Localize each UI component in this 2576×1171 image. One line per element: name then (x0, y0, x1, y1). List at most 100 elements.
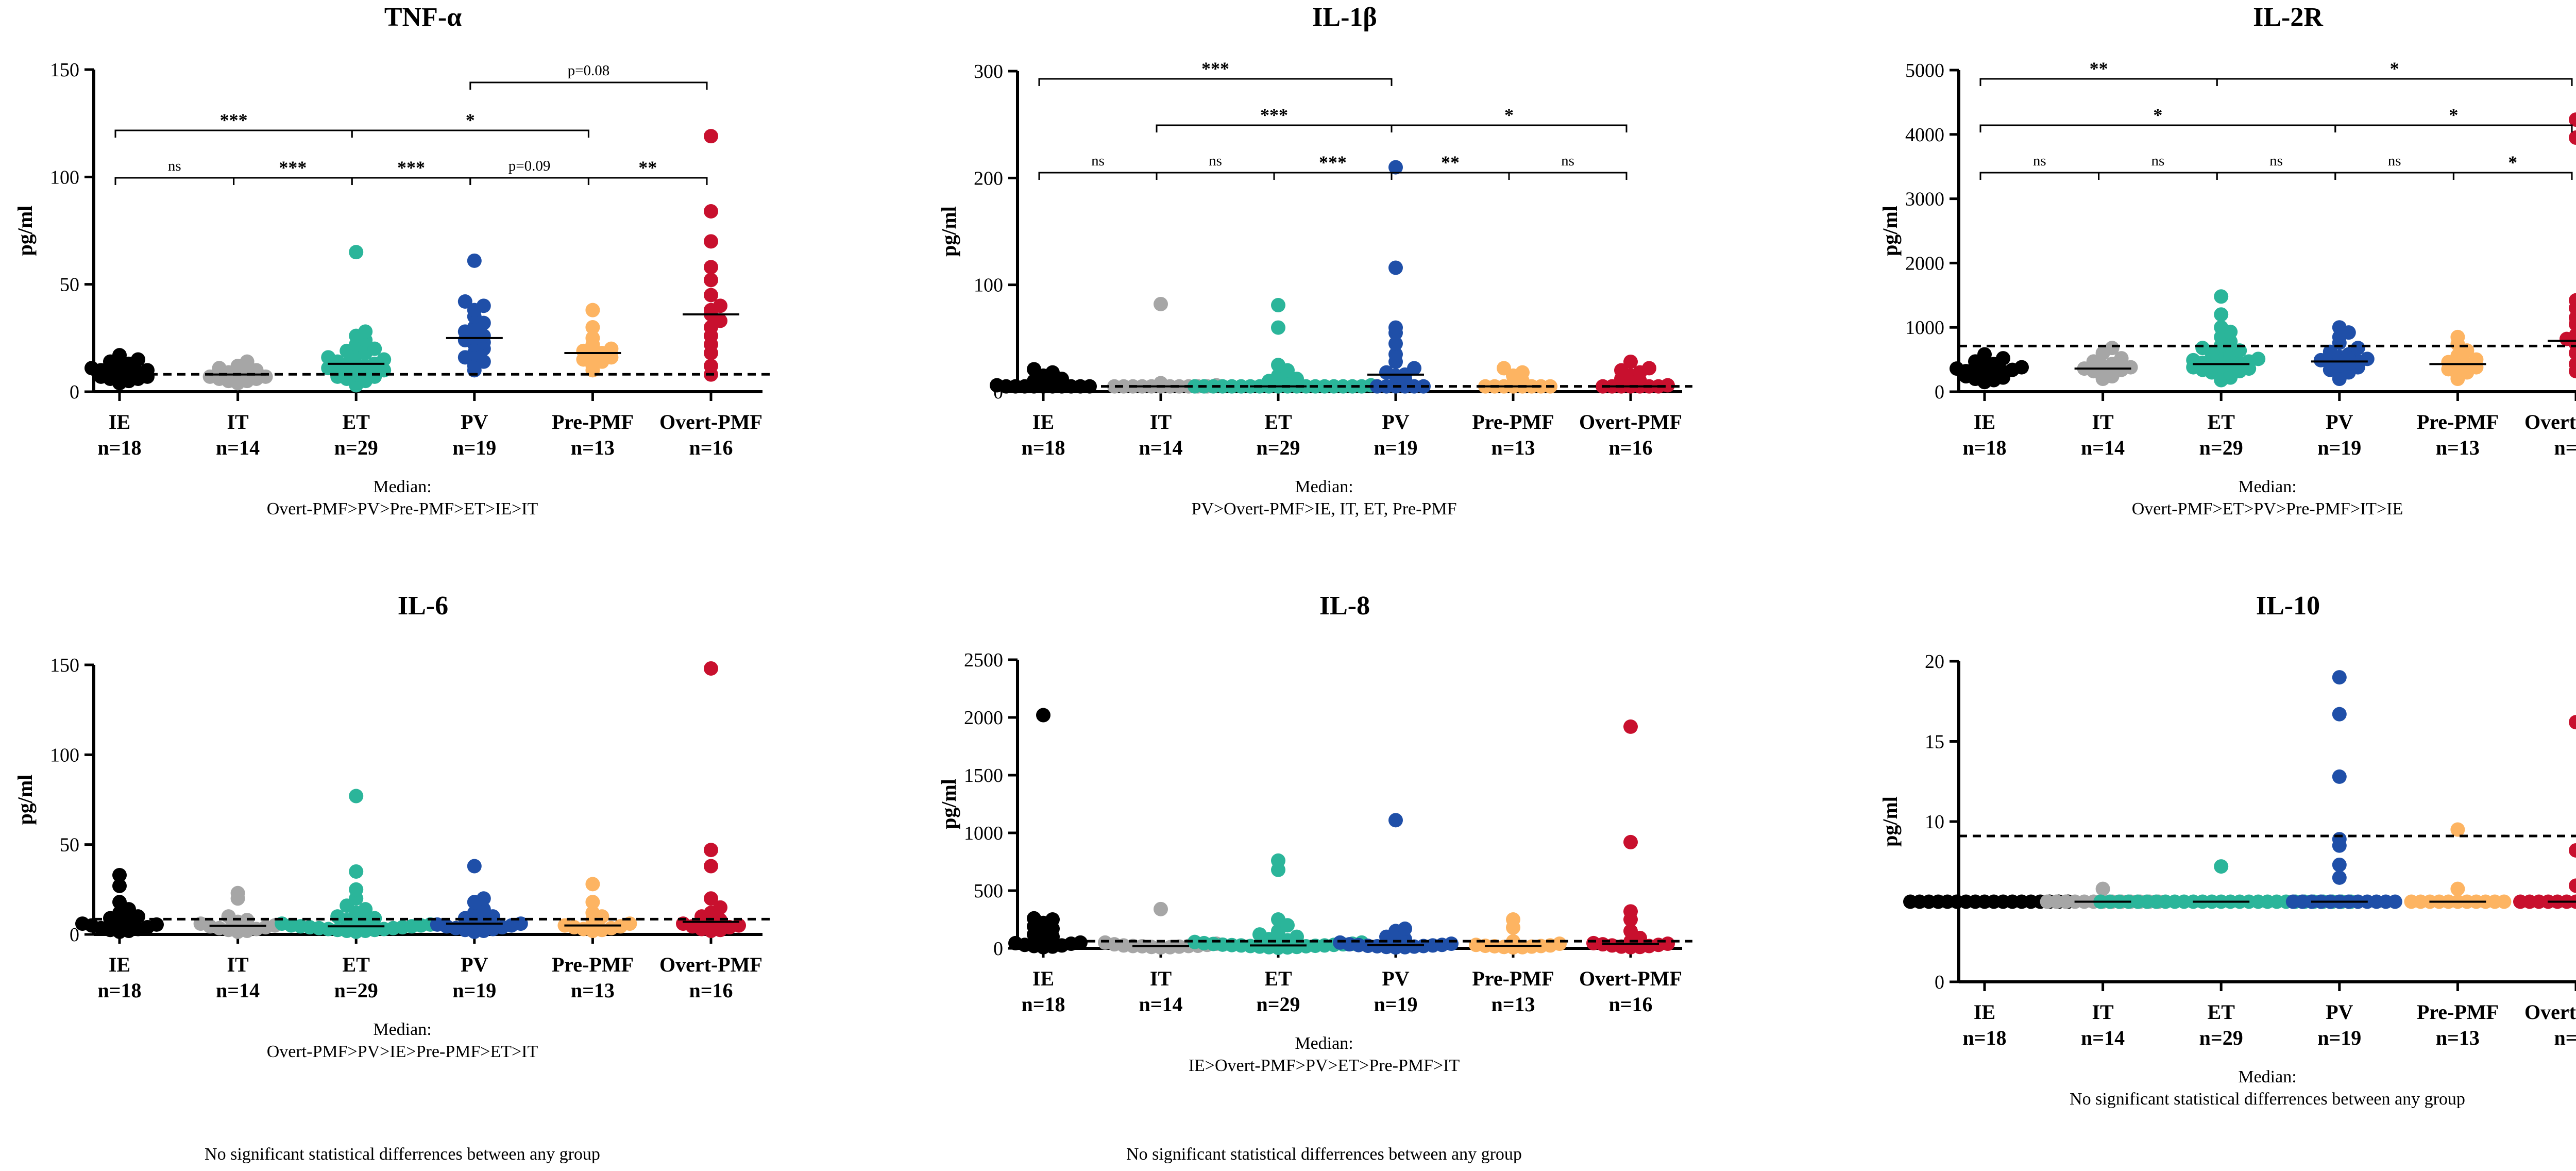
significance-bracket (587, 177, 708, 185)
data-point-pv (467, 253, 482, 268)
group-label: IE (1032, 410, 1054, 433)
data-point-et (1252, 927, 1267, 942)
significance-bracket (2216, 78, 2573, 86)
group-label: IE (1032, 967, 1054, 990)
group-n-label: n=13 (571, 979, 615, 1002)
data-point-pre-pmf (585, 906, 600, 921)
data-point-overt-pmf (2569, 293, 2576, 308)
y-tick-label: 0 (1935, 381, 1944, 403)
y-tick-label: 2000 (1905, 253, 1944, 274)
group-label: PV (1382, 410, 1409, 433)
significance-bracket (1038, 172, 1158, 180)
data-point-it (1107, 379, 1122, 394)
data-point-pv (1388, 347, 1403, 362)
data-point-et (358, 902, 373, 917)
significance-bracket (2452, 172, 2573, 180)
data-point-ie (990, 378, 1004, 393)
significance-label: *** (279, 157, 307, 178)
data-point-et (367, 341, 382, 356)
significance-bracket (1391, 124, 1628, 132)
significance-bracket (233, 177, 353, 185)
y-tick-label: 150 (50, 655, 79, 676)
data-point-ie (112, 867, 127, 882)
chart-panel-5: IL-1005101520pg/mlIEn=18ITn=14ETn=29PVn=… (1878, 591, 2576, 1109)
significance-label: * (1504, 105, 1514, 125)
significance-bracket (1038, 78, 1393, 86)
significance-bracket (2334, 172, 2454, 180)
data-point-pv (2332, 320, 2347, 335)
group-n-label: n=18 (1021, 436, 1065, 459)
data-point-overt-pmf (1623, 924, 1638, 939)
data-point-pv (2360, 352, 2375, 366)
data-point-pv (2313, 353, 2328, 367)
chart-panel-4: IL-8 0 500 1000 1500 2000 2500 pg/ml IE n=18 IT n=1… (937, 591, 1692, 1164)
chart-panel-0: TNF-α 0 50 100 150 pg/ml IE n=18 IT n=14 ET n=29 PV n… (13, 3, 773, 518)
data-point-pv (2332, 857, 2347, 872)
data-point-overt-pmf (704, 129, 718, 144)
panel-title: IL-8 (1319, 591, 1370, 621)
group-label: ET (2208, 410, 2235, 433)
significance-label: ns (1209, 153, 1222, 169)
y-axis-title: pg/ml (13, 206, 37, 256)
significance-label: ns (168, 158, 181, 174)
data-point-pv (1333, 935, 1347, 950)
data-point-pv (2387, 894, 2402, 909)
data-point-ie (131, 352, 145, 367)
data-point-pre-pmf (585, 877, 600, 892)
significance-bracket (1979, 78, 2218, 86)
significance-bracket (114, 177, 235, 185)
data-point-pv (1398, 932, 1412, 947)
y-tick-label: 5000 (1905, 60, 1944, 81)
data-point-it (2086, 354, 2101, 369)
median-caption: Median: (2238, 1067, 2296, 1086)
data-point-overt-pmf (2513, 894, 2528, 909)
data-point-pv (430, 917, 445, 932)
data-point-overt-pmf (1623, 834, 1638, 849)
data-point-it (230, 885, 245, 900)
group-n-label: n=29 (334, 979, 378, 1002)
y-tick-label: 100 (974, 275, 1003, 296)
group-label: IE (1974, 410, 1995, 433)
group-label: ET (343, 953, 370, 976)
group-label: IT (227, 410, 249, 433)
group-label: Overt-PMF (1579, 410, 1682, 433)
group-n-label: n=18 (1962, 436, 2006, 459)
y-tick-label: 50 (60, 274, 79, 296)
data-point-overt-pmf (1623, 354, 1638, 369)
data-point-overt-pmf (713, 900, 727, 915)
data-point-overt-pmf (704, 891, 718, 906)
significance-label: ns (2388, 153, 2401, 169)
group-n-label: n=16 (2554, 1026, 2576, 1049)
data-point-ie (112, 895, 127, 910)
panel-title: IL-10 (2256, 591, 2320, 621)
data-point-ie (2014, 360, 2029, 375)
data-point-it (1154, 901, 1168, 916)
data-point-ie (1045, 365, 1060, 380)
data-point-et (2214, 307, 2229, 322)
group-n-label: n=29 (334, 436, 378, 459)
data-point-overt-pmf (1642, 361, 1656, 376)
significance-bracket (1391, 172, 1510, 180)
y-tick-label: 2000 (964, 707, 1003, 729)
significance-label: ** (2090, 58, 2108, 79)
data-point-overt-pmf (2569, 328, 2576, 343)
median-caption: Overt-PMF>ET>PV>Pre-PMF>IT>IE (2132, 499, 2403, 518)
data-point-et (2251, 352, 2266, 366)
data-point-ie (112, 348, 127, 363)
significance-label: ns (2269, 153, 2283, 169)
y-tick-label: 2500 (964, 649, 1003, 671)
data-point-overt-pmf (1586, 935, 1601, 950)
data-point-overt-pmf (1623, 904, 1638, 919)
group-label: IT (227, 953, 249, 976)
significance-bracket (351, 129, 589, 138)
chart-panel-3: IL-6 0 50 100 150 pg/ml IE n=18 IT n=14 ET n=29 PV n=… (13, 591, 773, 1164)
data-point-it (2123, 360, 2138, 375)
data-point-pre-pmf (1552, 936, 1567, 951)
data-point-overt-pmf (2569, 878, 2576, 893)
data-point-pv (1388, 260, 1403, 275)
group-n-label: n=29 (1256, 436, 1300, 459)
group-label: ET (2208, 1000, 2235, 1024)
y-tick-label: 0 (993, 938, 1003, 960)
data-point-it (1098, 935, 1112, 950)
data-point-ie (1903, 894, 1918, 909)
